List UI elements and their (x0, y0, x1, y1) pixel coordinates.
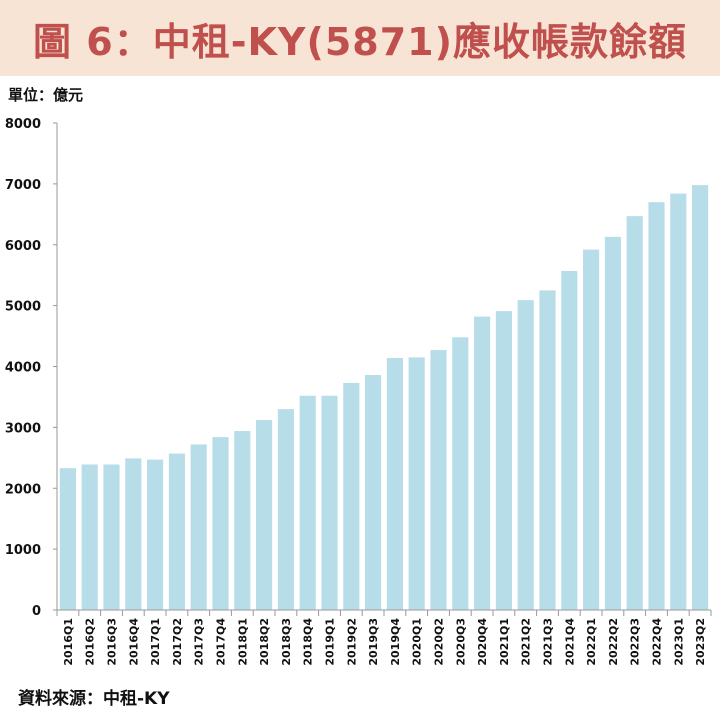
bar (430, 350, 447, 610)
x-tick-label: 2022Q4 (651, 618, 664, 666)
bar (147, 459, 164, 610)
bar (648, 202, 665, 610)
bar (277, 409, 294, 610)
bar (692, 185, 709, 610)
y-tick-label: 3000 (5, 421, 41, 436)
x-tick-label: 2016Q1 (62, 618, 75, 666)
x-tick-label: 2017Q2 (171, 618, 184, 666)
x-tick-label: 2022Q2 (607, 618, 620, 666)
x-tick-label: 2017Q3 (193, 618, 206, 666)
bar (59, 468, 76, 610)
x-tick-label: 2022Q3 (629, 618, 642, 666)
bar (517, 300, 534, 610)
x-tick-label: 2021Q4 (563, 618, 576, 666)
bar (103, 464, 120, 610)
bar (495, 311, 512, 610)
title-banner: 圖 6：中租-KY(5871)應收帳款餘額 (0, 0, 720, 76)
x-tick-label: 2018Q1 (236, 618, 249, 666)
unit-label: 單位：億元 (8, 86, 84, 104)
y-tick-label: 0 (32, 604, 41, 619)
x-tick-label: 2019Q1 (324, 618, 337, 666)
x-tick-label: 2018Q3 (280, 618, 293, 666)
bar (670, 193, 687, 611)
bar (626, 216, 643, 611)
x-tick-label: 2023Q1 (672, 618, 685, 666)
x-tick-label: 2019Q4 (389, 618, 402, 666)
x-tick-label: 2017Q1 (149, 618, 162, 666)
bar (256, 420, 273, 610)
bar (408, 357, 425, 610)
x-tick-label: 2020Q3 (454, 618, 467, 666)
bar (474, 316, 491, 610)
x-tick-label: 2018Q4 (302, 618, 315, 666)
x-tick-label: 2020Q1 (411, 618, 424, 666)
bar (190, 444, 207, 610)
x-tick-label: 2021Q1 (498, 618, 511, 666)
y-tick-label: 6000 (5, 239, 41, 254)
bar (561, 270, 578, 610)
bar (168, 453, 185, 610)
bar (343, 382, 360, 610)
x-tick-label: 2019Q3 (367, 618, 380, 666)
bar (386, 357, 403, 610)
x-tick-label: 2020Q4 (476, 618, 489, 666)
x-tick-label: 2016Q3 (106, 618, 119, 666)
x-tick-label: 2021Q3 (542, 618, 555, 666)
y-tick-label: 5000 (5, 300, 41, 315)
y-tick-label: 2000 (5, 482, 41, 497)
x-tick-label: 2018Q2 (258, 618, 271, 666)
x-tick-label: 2017Q4 (215, 618, 228, 666)
bar (81, 464, 98, 610)
y-tick-label: 4000 (5, 361, 41, 376)
page-title: 圖 6：中租-KY(5871)應收帳款餘額 (33, 19, 687, 64)
x-tick-label: 2020Q2 (433, 618, 446, 666)
x-tick-label: 2016Q2 (84, 618, 97, 666)
bar (321, 395, 338, 610)
x-tick-label: 2021Q2 (520, 618, 533, 666)
x-tick-label: 2019Q2 (345, 618, 358, 666)
x-tick-label: 2022Q1 (585, 618, 598, 666)
bar (365, 375, 382, 610)
y-tick-label: 8000 (5, 117, 41, 132)
y-tick-label: 7000 (5, 178, 41, 193)
bar (539, 290, 556, 610)
x-tick-label: 2023Q2 (694, 618, 707, 666)
bar (583, 249, 600, 610)
bar (299, 395, 316, 610)
x-tick-label: 2016Q4 (127, 618, 140, 666)
bar (125, 458, 142, 610)
bar (212, 437, 229, 610)
bar (234, 431, 251, 610)
source-label: 資料來源：中租-KY (18, 689, 170, 709)
y-tick-label: 1000 (5, 543, 41, 558)
bar (604, 236, 621, 610)
bar (452, 337, 469, 610)
